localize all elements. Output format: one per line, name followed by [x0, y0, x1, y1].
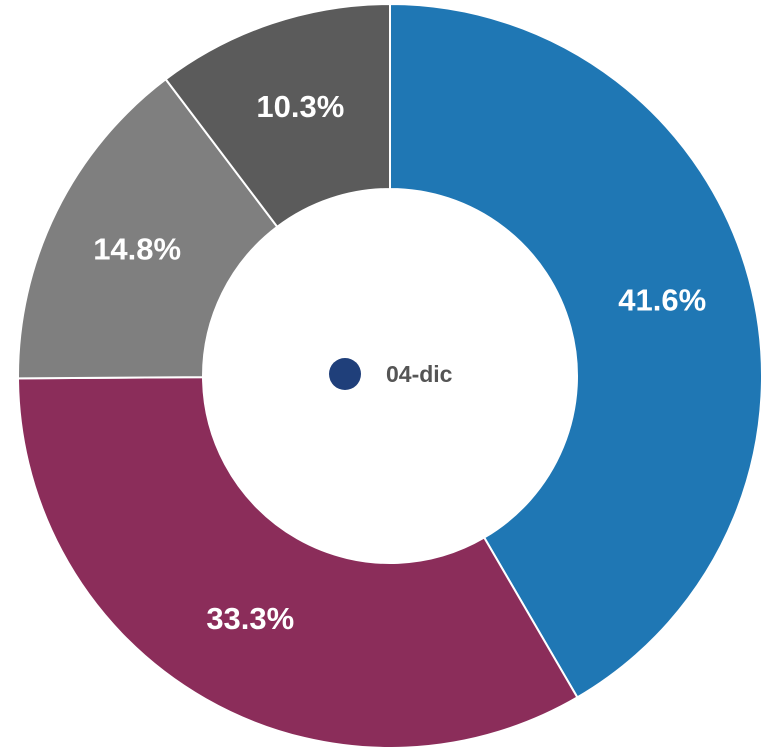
legend-marker	[329, 358, 361, 390]
donut-segment	[17, 77, 279, 380]
data-label: 14.8%	[93, 231, 181, 266]
donut-segment	[164, 2, 391, 229]
data-label: 10.3%	[256, 89, 344, 124]
donut-segment	[16, 376, 579, 747]
data-label: 41.6%	[618, 283, 706, 318]
donut-segment	[389, 2, 763, 699]
data-label: 33.3%	[206, 601, 294, 636]
legend-label: 04-dic	[386, 361, 453, 387]
